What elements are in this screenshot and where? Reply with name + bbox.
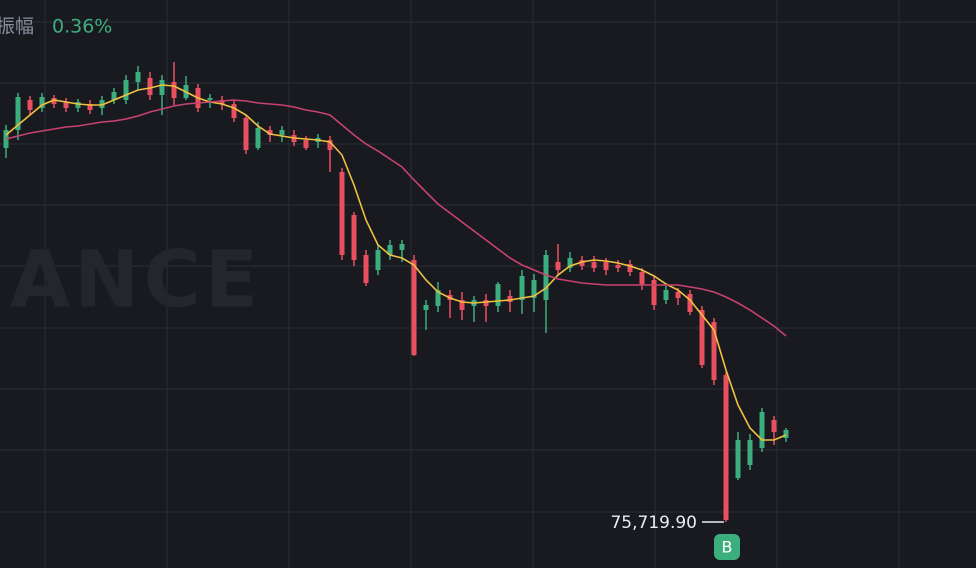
candle-body	[387, 245, 393, 255]
candle-body	[207, 98, 213, 100]
grid	[0, 21, 976, 513]
candle-body	[123, 80, 129, 100]
candle-body	[579, 260, 585, 266]
candle-body	[159, 80, 165, 95]
candle-body	[615, 265, 621, 268]
candle-body	[15, 97, 21, 130]
candle-body	[279, 130, 285, 135]
trade-badge	[714, 534, 740, 561]
candle-body	[255, 128, 261, 148]
candle-body	[399, 244, 405, 250]
moving-average-line	[5, 84, 787, 441]
candle-body	[111, 92, 117, 100]
candle-body	[735, 440, 741, 478]
low-label: 75,719.90	[610, 513, 697, 533]
candle-body	[303, 140, 309, 148]
candle-body	[339, 172, 345, 255]
candle-body	[135, 72, 141, 82]
candle-body	[39, 97, 45, 108]
candle-body	[771, 420, 777, 432]
candle-body	[231, 104, 237, 118]
candle-body	[327, 140, 333, 150]
candle-body	[555, 262, 561, 270]
candle-body	[651, 280, 657, 305]
candle-body	[363, 255, 369, 283]
trade-badge-label: B	[722, 538, 733, 557]
candle-body	[375, 250, 381, 270]
candle-body	[711, 322, 717, 380]
candle-body	[639, 272, 645, 285]
candle-body	[411, 260, 417, 355]
candle-body	[267, 130, 273, 135]
candle-body	[63, 102, 69, 108]
candle-body	[675, 292, 681, 298]
candle-body	[483, 300, 489, 306]
candle-body	[351, 215, 357, 260]
candle-body	[531, 280, 537, 298]
candle-body	[51, 98, 57, 104]
candle-body	[27, 100, 33, 110]
marks: 75,719.90 B	[3, 62, 789, 561]
candle-body	[567, 258, 573, 268]
candle-body	[783, 430, 789, 438]
candle-body	[459, 300, 465, 310]
candle-body	[663, 290, 669, 300]
header-label: 振幅	[0, 16, 34, 38]
candle-body	[543, 255, 549, 300]
candle-body	[75, 102, 81, 108]
moving-average-line	[5, 99, 787, 337]
candle-body	[99, 100, 105, 108]
candle-body	[687, 294, 693, 312]
candle-body	[627, 264, 633, 272]
candle-body	[699, 310, 705, 365]
candle-body	[423, 305, 429, 310]
header-value: 0.36%	[52, 16, 112, 38]
candle-body	[519, 276, 525, 300]
candle-body	[603, 262, 609, 270]
candle-body	[723, 375, 729, 520]
candle-body	[495, 284, 501, 306]
candle-body	[591, 262, 597, 268]
candle-body	[147, 78, 153, 95]
candle-body	[747, 440, 753, 465]
candle-body	[171, 82, 177, 98]
candle-body	[87, 104, 93, 110]
watermark: BINANCE	[0, 235, 262, 325]
candle-body	[219, 100, 225, 104]
candle-body	[759, 412, 765, 448]
candle-body	[243, 118, 249, 150]
candle-body	[435, 290, 441, 306]
candle-body	[507, 296, 513, 302]
